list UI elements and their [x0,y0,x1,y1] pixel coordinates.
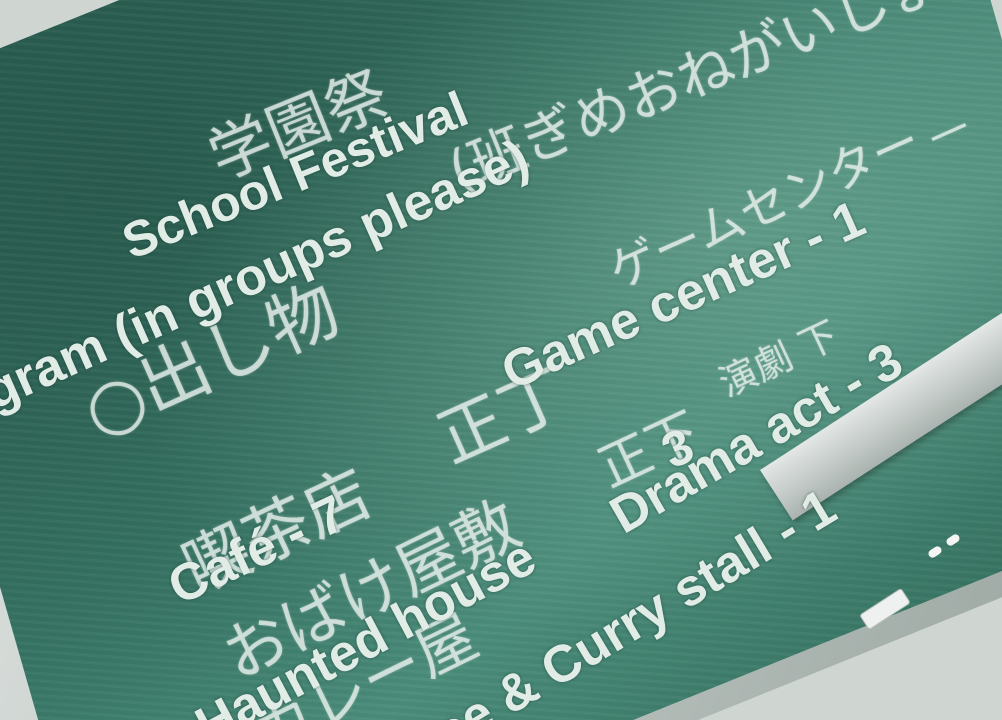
subtitle-cafe: Café - 7 [159,484,355,617]
